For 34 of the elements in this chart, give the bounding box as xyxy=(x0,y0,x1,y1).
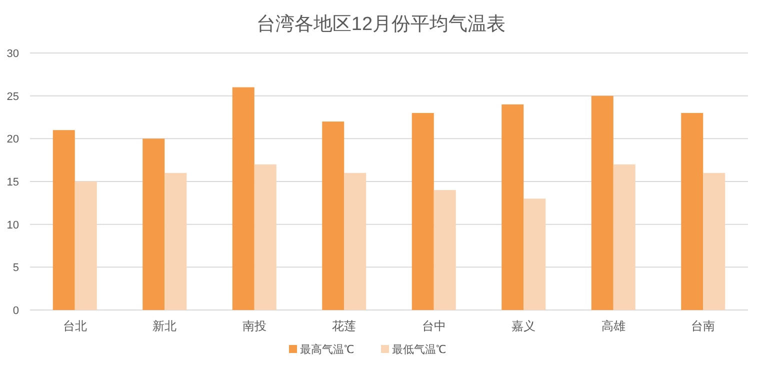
bar xyxy=(502,104,524,310)
y-tick-label: 10 xyxy=(6,219,19,232)
bar xyxy=(254,164,276,310)
x-tick-label: 南投 xyxy=(242,319,266,333)
x-tick-label: 新北 xyxy=(152,319,177,333)
bar xyxy=(681,112,704,310)
y-tick-label: 0 xyxy=(12,305,19,317)
y-tick-label: 25 xyxy=(6,90,19,103)
chart-title: 台湾各地区12月份平均气温表 xyxy=(256,13,506,35)
bar xyxy=(613,164,636,310)
bar xyxy=(591,96,614,310)
bar xyxy=(232,87,254,310)
y-tick-label: 30 xyxy=(6,48,19,60)
legend-label: 最高气温℃ xyxy=(300,343,354,356)
x-tick-label: 高雄 xyxy=(601,319,626,333)
bar xyxy=(434,190,456,310)
bar xyxy=(322,122,344,310)
bar xyxy=(142,138,165,310)
x-tick-label: 台中 xyxy=(422,319,446,333)
bar xyxy=(412,112,434,310)
bar xyxy=(344,172,366,310)
x-tick-label: 嘉义 xyxy=(512,319,536,333)
y-tick-label: 15 xyxy=(6,176,19,188)
bar xyxy=(524,198,546,310)
bar xyxy=(52,130,75,310)
bar xyxy=(164,172,187,310)
x-tick-label: 台南 xyxy=(691,319,716,333)
y-tick-label: 20 xyxy=(6,134,19,146)
legend-label: 最低气温℃ xyxy=(392,344,446,356)
bar xyxy=(703,172,726,310)
x-tick-label: 花莲 xyxy=(332,319,356,333)
x-tick-label: 台北 xyxy=(62,319,87,333)
y-tick-label: 5 xyxy=(12,262,19,274)
bar xyxy=(74,182,97,310)
